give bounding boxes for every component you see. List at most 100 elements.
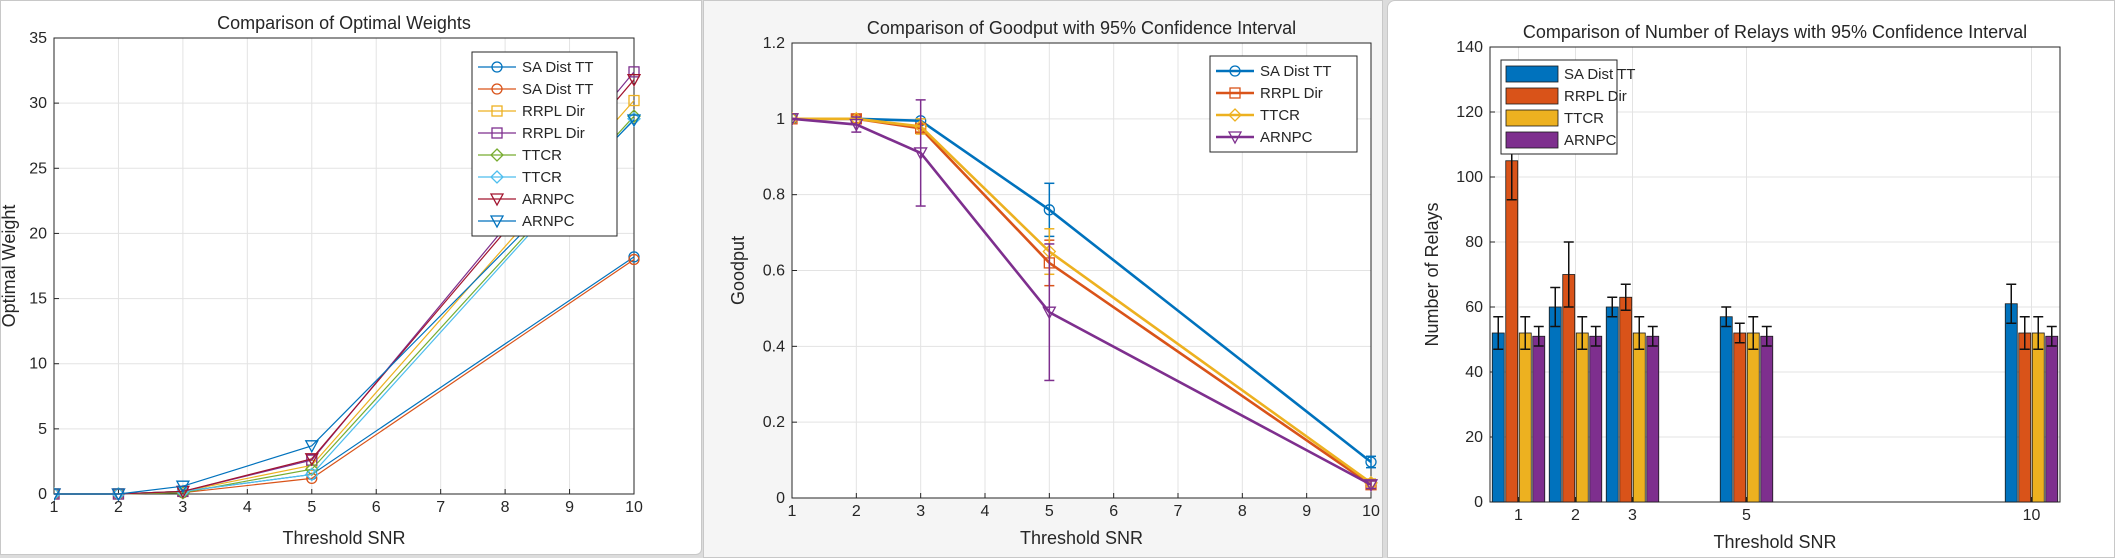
- legend-entry: TTCR: [1505, 109, 1604, 127]
- x-tick-label: 10: [2023, 507, 2041, 524]
- x-tick-label: 6: [1109, 503, 1118, 520]
- bar-group-0: [2004, 283, 2018, 503]
- x-tick-label: 9: [1302, 503, 1311, 520]
- data-point: [1363, 479, 1379, 493]
- optimal-weights-chart: 1 2 3 4 5 6 7 8 9 10 0 5 10 15 20 25 30 35 Comparison of O…: [1, 13, 643, 548]
- x-tick-label: 3: [178, 499, 187, 516]
- data-point: [1043, 204, 1055, 216]
- y-tick-label: 0.2: [763, 414, 785, 431]
- bar-group-1: [1505, 121, 1519, 503]
- x-tick-label: 5: [1045, 503, 1054, 520]
- bar: [2018, 332, 2032, 503]
- y-tick-label: 5: [38, 421, 47, 438]
- x-tick-label: 1: [1514, 507, 1523, 524]
- legend-entry: RRPL Dir: [1216, 85, 1323, 102]
- legend-swatch: [1505, 65, 1559, 83]
- bar: [1733, 332, 1747, 503]
- legend-entry: RRPL Dir: [1505, 87, 1627, 105]
- legend-entry: ARNPC: [1216, 129, 1313, 146]
- legend-swatch: [1505, 87, 1559, 105]
- x-tick-label: 5: [1742, 507, 1751, 524]
- chart-title: Comparison of Goodput with 95% Confidenc…: [867, 18, 1296, 38]
- legend-marker: [491, 105, 503, 117]
- bar-group-1: [2018, 316, 2032, 503]
- bar-group-0: [1491, 316, 1505, 503]
- y-tick-label: 40: [1465, 364, 1483, 381]
- bar-group-3: [1532, 325, 1546, 503]
- y-tick-label: 120: [1456, 104, 1483, 121]
- data-point: [304, 467, 319, 482]
- x-axis-label: Threshold SNR: [1713, 532, 1836, 552]
- y-tick-label: 0.8: [763, 187, 785, 204]
- legend-label: ARNPC: [1260, 129, 1313, 146]
- x-tick-label: 3: [1628, 507, 1637, 524]
- bar-group-0: [1548, 286, 1562, 503]
- legend-entry: SA Dist TT: [1505, 65, 1635, 83]
- legend: SA Dist TT SA Dist TT RRPL Dir RRPL Dir TTCR…: [471, 51, 618, 237]
- legend-entry: TTCR: [478, 147, 562, 164]
- data-point: [628, 94, 640, 107]
- x-tick-label: 10: [1362, 503, 1380, 520]
- bar: [1548, 306, 1562, 503]
- data-point: [304, 440, 319, 454]
- x-axis-label: Threshold SNR: [1020, 528, 1143, 548]
- legend-label: SA Dist TT: [522, 59, 593, 76]
- bar-group-3: [1589, 325, 1603, 503]
- legend-entry: ARNPC: [478, 213, 575, 230]
- legend: SA Dist TT RRPL Dir TTCR ARNPC: [1209, 55, 1358, 153]
- bar-group-1: [1562, 241, 1576, 503]
- bar-group-2: [1518, 316, 1532, 503]
- x-tick-label: 7: [436, 499, 445, 516]
- x-tick-label: 8: [501, 499, 510, 516]
- bar-group-1: [1733, 322, 1747, 503]
- legend-label: SA Dist TT: [1260, 63, 1331, 80]
- legend-marker: [490, 170, 504, 184]
- bar: [1605, 306, 1619, 503]
- bar: [1505, 160, 1519, 503]
- axes-box: [1489, 46, 2061, 503]
- legend-label: TTCR: [522, 169, 562, 186]
- legend-entry: RRPL Dir: [478, 103, 585, 120]
- legend-entry: ARNPC: [1505, 131, 1617, 149]
- y-tick-label: 1: [776, 111, 785, 128]
- x-tick-label: 6: [372, 499, 381, 516]
- legend-entry: TTCR: [1216, 107, 1300, 124]
- data-point: [175, 480, 190, 494]
- bar: [1746, 332, 1760, 503]
- bar: [2045, 335, 2059, 503]
- legend-label: RRPL Dir: [1564, 88, 1627, 105]
- data-point: [628, 66, 640, 78]
- bar: [1632, 332, 1646, 503]
- bar-group-3: [2045, 325, 2059, 503]
- legend-marker: [1229, 65, 1241, 77]
- chart-title: Comparison of Optimal Weights: [217, 13, 471, 33]
- bar-group-3: [1646, 325, 1660, 503]
- y-tick-label: 20: [29, 225, 47, 242]
- bar: [1562, 274, 1576, 503]
- y-axis-label: Number of Relays: [1422, 202, 1442, 346]
- legend-marker: [491, 83, 503, 95]
- data-point: [626, 114, 642, 128]
- bar-group-3: [1760, 325, 1774, 503]
- legend-entry: TTCR: [478, 169, 562, 186]
- data-point: [627, 109, 641, 124]
- legend-label: RRPL Dir: [522, 125, 585, 142]
- data-point: [1042, 306, 1057, 320]
- y-tick-label: 100: [1456, 169, 1483, 186]
- x-tick-label: 7: [1174, 503, 1183, 520]
- y-tick-label: 0.4: [763, 338, 785, 355]
- bar: [1589, 335, 1603, 503]
- data-point: [628, 253, 640, 266]
- goodput-chart: 1 2 3 4 5 6 7 8 9 10 0 0.2 0.4 0.6 0.8 1 1.2 Comparison o…: [728, 18, 1380, 548]
- legend: SA Dist TT RRPL Dir TTCR ARNPC: [1500, 59, 1635, 155]
- legend-label: RRPL Dir: [522, 103, 585, 120]
- bar: [1532, 335, 1546, 503]
- legend-label: TTCR: [1260, 107, 1300, 124]
- y-tick-label: 0: [776, 490, 785, 507]
- bar: [1760, 335, 1774, 503]
- y-tick-label: 35: [29, 30, 47, 47]
- bar: [1491, 332, 1505, 503]
- y-tick-label: 20: [1465, 429, 1483, 446]
- x-tick-label: 1: [788, 503, 797, 520]
